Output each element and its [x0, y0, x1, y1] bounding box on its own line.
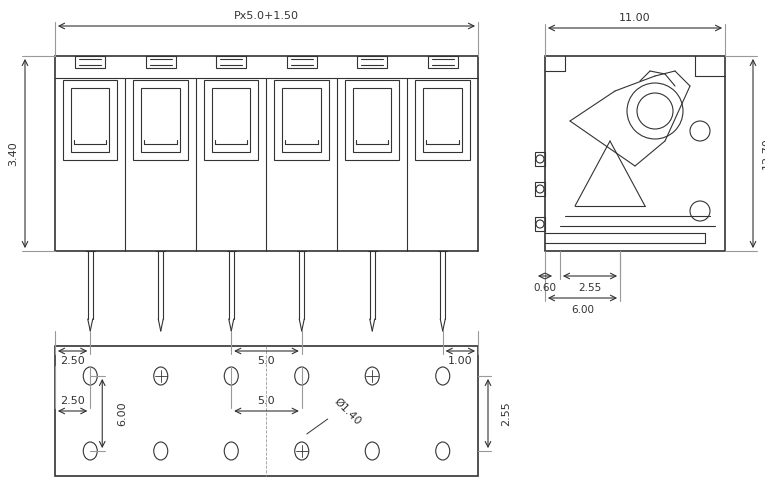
Bar [71, 88, 109, 152]
Text: 6.00: 6.00 [571, 305, 594, 315]
Text: Ø1.40: Ø1.40 [332, 397, 363, 427]
Text: 12.70: 12.70 [762, 138, 765, 170]
Bar [345, 80, 399, 160]
Bar [282, 88, 321, 152]
Bar [415, 80, 470, 160]
Bar [146, 56, 176, 68]
Bar [424, 88, 462, 152]
Bar [75, 56, 106, 68]
Bar [535, 152, 545, 166]
Bar [353, 88, 392, 152]
Text: 2.55: 2.55 [501, 401, 511, 426]
Bar [134, 80, 188, 160]
Bar [204, 80, 259, 160]
Text: 5.0: 5.0 [258, 396, 275, 406]
Text: 11.00: 11.00 [619, 13, 651, 23]
Text: 5.0: 5.0 [258, 356, 275, 366]
Bar [55, 346, 478, 476]
Bar [63, 80, 118, 160]
Text: 6.00: 6.00 [117, 401, 127, 426]
Text: Px5.0+1.50: Px5.0+1.50 [234, 11, 299, 21]
Bar [428, 56, 457, 68]
Text: 3.40: 3.40 [8, 141, 18, 166]
Text: 2.50: 2.50 [60, 396, 85, 406]
Bar [216, 56, 246, 68]
Bar [357, 56, 387, 68]
Bar [212, 88, 250, 152]
Bar [535, 217, 545, 231]
Text: 0.60: 0.60 [533, 283, 556, 293]
Text: 1.00: 1.00 [448, 356, 473, 366]
Text: 2.55: 2.55 [578, 283, 601, 293]
Bar [275, 80, 329, 160]
Bar [287, 56, 317, 68]
Bar [545, 56, 725, 251]
Bar [535, 182, 545, 196]
Text: 2.50: 2.50 [60, 356, 85, 366]
Bar [142, 88, 180, 152]
